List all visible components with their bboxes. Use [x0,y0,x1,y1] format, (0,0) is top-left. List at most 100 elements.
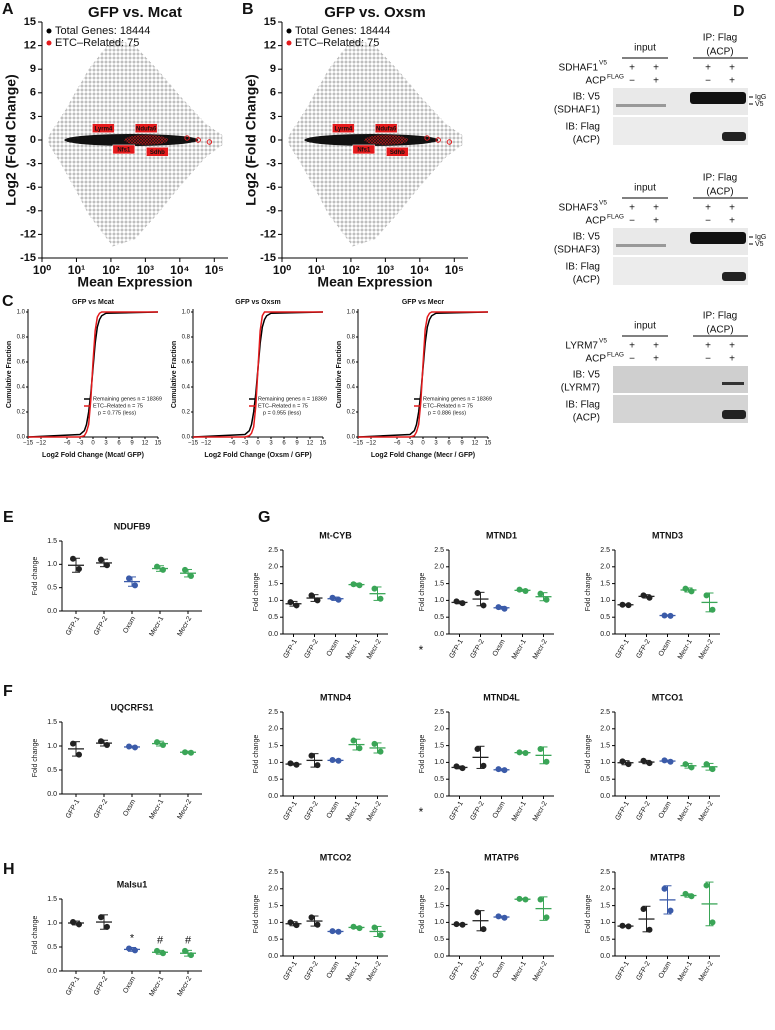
data-point [160,566,166,573]
gene-label: Nfs1 [357,148,371,154]
ib-target: (LYRM7) [561,383,600,394]
input-label: input [634,43,656,54]
data-point [480,762,487,769]
data-point [543,758,550,765]
data-point [160,742,166,749]
bait-sign: + [705,341,711,352]
data-point [132,582,138,589]
plot-title: GFP vs Mecr [402,299,445,306]
significance-mark: * [130,932,135,944]
data-point [501,605,508,612]
y-tick-label: 0.0 [434,631,444,638]
bait-tag: V5 [599,338,607,345]
etc-point [195,137,201,143]
plot-title: UQCRFS1 [110,702,153,712]
data-point [619,601,626,608]
x-tick-label: −6 [229,441,237,447]
data-point [154,563,160,570]
x-tick-label: 12 [472,441,479,447]
x-tick-label: GFP-2 [469,960,485,981]
y-tick-label: 0.4 [182,385,191,391]
legend-label: Remaining genes n = 18369 [423,396,492,402]
data-point [293,602,300,609]
y-tick-label: 0.0 [268,953,278,960]
prey-sign: − [629,216,635,227]
cdf-line [193,311,323,438]
prey-label: ACP [585,354,606,365]
ib-target: (ACP) [573,135,600,146]
plot-title: MTATP8 [650,852,685,862]
data-point [335,596,342,603]
y-tick-label: 0.5 [47,944,57,951]
y-axis-label: Fold change [585,735,592,774]
legend-label: Remaining genes n = 18369 [258,396,327,402]
x-tick-label: Mecr-1 [148,615,165,637]
y-tick-label: 15 [264,16,276,28]
marker-label: IgG [755,234,766,241]
data-point [625,923,632,930]
data-point [104,923,110,930]
x-tick-label: 9 [130,441,134,447]
prey-sign: + [729,216,735,227]
y-tick-label: 0.0 [434,793,444,800]
panel-letter: F [3,683,13,700]
y-tick-label: 9 [30,63,36,75]
y-tick-label: 0.0 [347,435,356,441]
bait-tag: V5 [599,200,607,207]
prey-label: ACP [585,76,606,87]
x-tick-label: GFP-2 [303,638,319,659]
ib-label: IB: Flag [566,122,600,133]
y-tick-label: 0.0 [600,793,610,800]
y-axis-label: Fold change [253,735,260,774]
data-point [182,566,188,573]
x-tick-label: Mecr-1 [148,798,165,820]
band [722,272,746,281]
data-point [314,762,321,769]
x-tick-label: −15 [23,441,34,447]
y-tick-label: 0.5 [268,614,278,621]
plot-title: MTATP6 [484,852,519,862]
data-point [474,590,481,597]
y-tick-label: 2.0 [434,564,444,571]
x-tick-label: 10⁴ [410,263,429,277]
x-axis-label: Log2 Fold Change (Mecr / GFP) [371,452,475,459]
y-tick-label: 0.4 [347,385,356,391]
data-point [501,914,508,921]
data-point [667,612,674,619]
x-tick-label: GFP-1 [448,960,464,981]
ip-target: (ACP) [706,47,733,58]
data-point [132,744,138,751]
y-tick-label: 1.5 [47,896,57,903]
y-tick-label: 2.5 [600,869,610,876]
x-tick-label: −6 [394,441,402,447]
y-tick-label: 1.0 [268,759,278,766]
y-tick-label: 2.0 [268,886,278,893]
y-tick-label: 2.5 [600,547,610,554]
panel-letter: G [258,509,270,526]
x-tick-label: Mecr-2 [698,800,715,822]
bait-sign: + [729,203,735,214]
legend-label: ETC–Related n = 75 [258,403,308,409]
y-tick-label: 1.5 [434,902,444,909]
data-point [495,913,502,920]
x-tick-label: GFP-1 [65,798,81,819]
cdf-line [358,311,488,438]
marker-label: V5 [755,241,764,248]
data-point [459,765,466,772]
data-point [356,745,363,752]
x-tick-label: Mecr-1 [345,960,362,982]
y-tick-label: 1.5 [47,538,57,545]
gene-label-box [386,147,409,157]
x-axis-label: Mean Expression [77,274,192,290]
y-tick-label: 0.6 [182,360,191,366]
x-axis-label: Log2 Fold Change (Oxsm / GFP) [204,452,311,459]
x-tick-label: Mecr-1 [677,638,694,660]
ip-target: (ACP) [706,325,733,336]
gene-label-box [332,123,355,133]
y-axis-label: Cumulative Fraction [6,341,13,408]
y-tick-label: 0.5 [47,767,57,774]
x-tick-label: 10² [102,263,119,277]
data-point [377,595,384,602]
x-tick-label: Mecr-1 [677,800,694,822]
data-point [646,594,653,601]
